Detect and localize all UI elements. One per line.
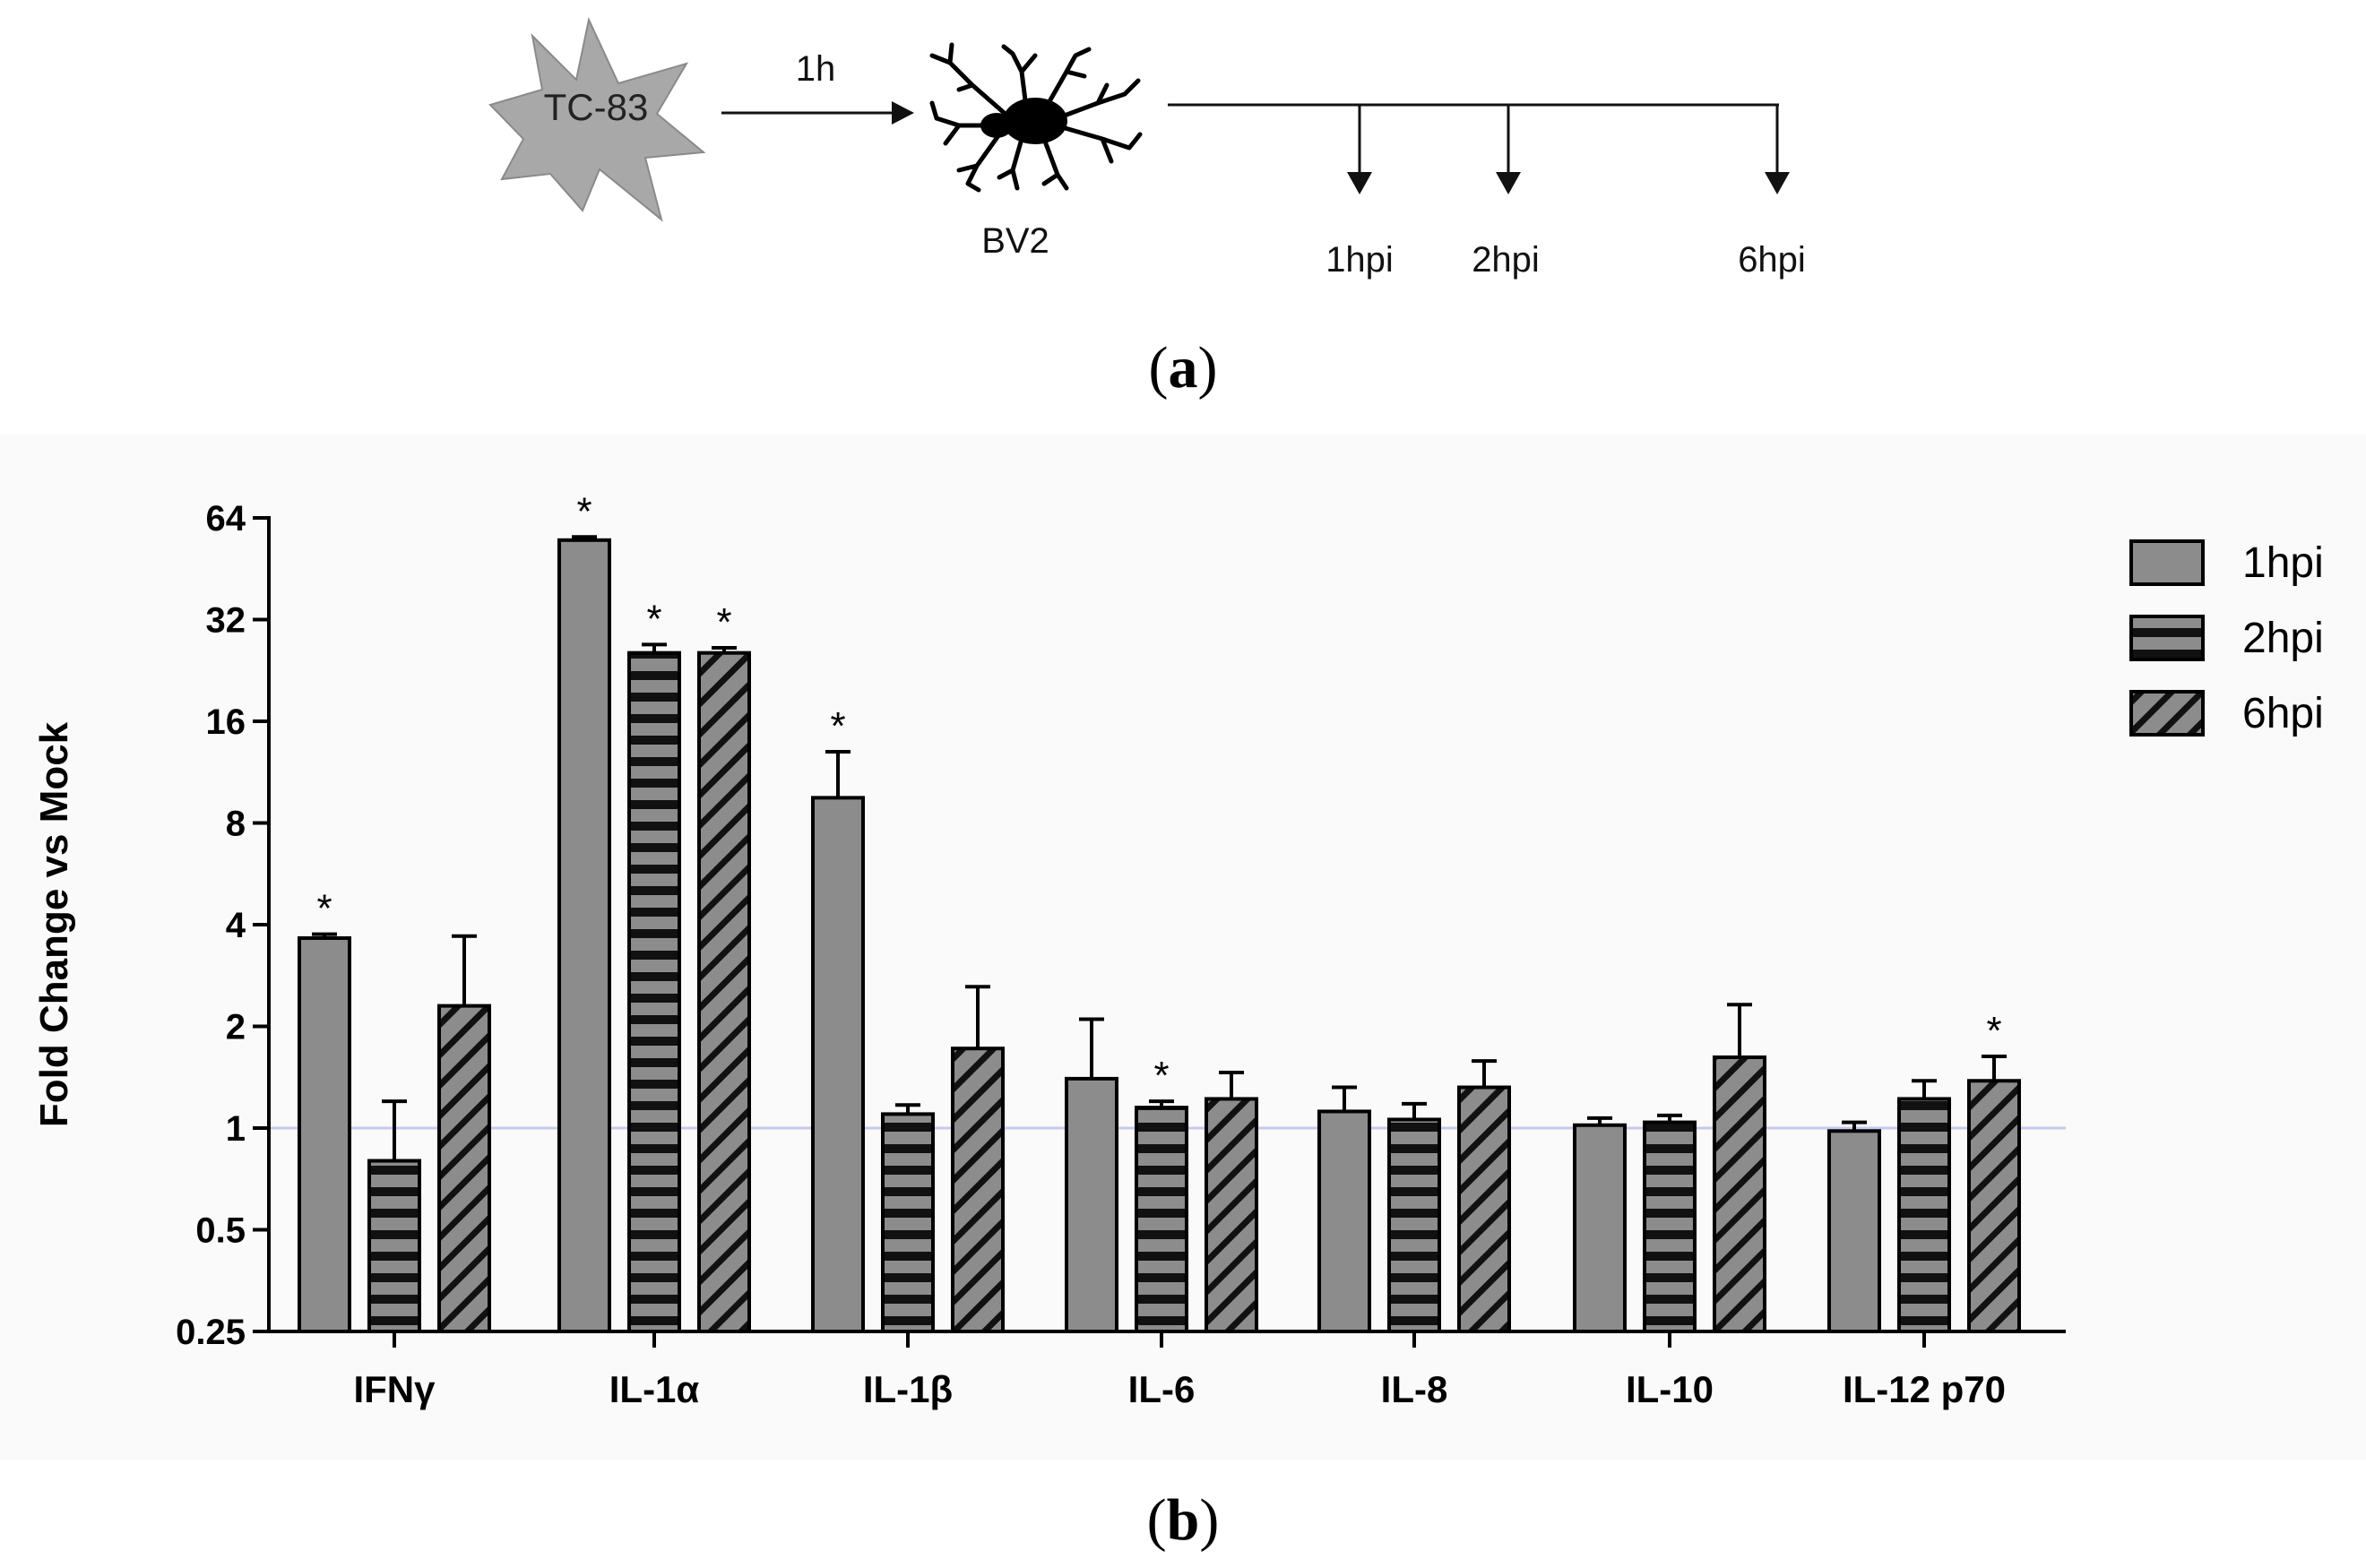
x-tick-label: IL-1α xyxy=(609,1368,700,1410)
significance-marker: * xyxy=(830,704,845,748)
significance-marker: * xyxy=(646,597,661,641)
panel-b-label: (b) xyxy=(1147,1487,1220,1553)
bar xyxy=(1643,1120,1697,1333)
virus-label: TC-83 xyxy=(544,86,649,128)
timepoint-arrowhead xyxy=(1347,172,1372,194)
bar xyxy=(1897,1097,1951,1333)
x-tick-label: IFNγ xyxy=(353,1368,436,1410)
bar xyxy=(951,1047,1005,1334)
x-tick-label: IL-6 xyxy=(1128,1368,1196,1410)
bar xyxy=(1317,1109,1371,1333)
panel-b-letter: b xyxy=(1167,1487,1200,1553)
bar xyxy=(627,650,681,1333)
significance-marker: * xyxy=(576,489,592,533)
timepoint-6hpi: 6hpi xyxy=(1738,105,1806,280)
panel-a-schematic: TC-83 1h BV2 1hpi 2hpi xyxy=(488,16,1806,401)
microglia-cell-icon xyxy=(929,42,1143,193)
timepoint-label: 2hpi xyxy=(1472,240,1540,280)
legend-swatch xyxy=(2129,690,2205,737)
panel-a-label: (a) xyxy=(1149,335,1218,401)
bar xyxy=(557,538,611,1333)
bar xyxy=(298,935,351,1334)
bar xyxy=(1827,1129,1881,1333)
y-tick-label: 4 xyxy=(226,906,246,945)
bar xyxy=(1387,1117,1441,1334)
x-tick-label: IL-1β xyxy=(863,1368,953,1410)
bar xyxy=(1205,1097,1258,1333)
y-tick-label: 8 xyxy=(226,805,246,844)
bar xyxy=(1573,1123,1627,1334)
bar xyxy=(1967,1079,2021,1333)
legend-swatch xyxy=(2129,539,2205,586)
incubation-label: 1h xyxy=(796,49,836,89)
y-tick-label: 0.25 xyxy=(176,1313,246,1352)
bar xyxy=(437,1004,491,1333)
bar xyxy=(1065,1076,1118,1333)
bar xyxy=(811,796,865,1333)
x-tick-label: IL-8 xyxy=(1381,1368,1448,1410)
y-tick-label: 1 xyxy=(226,1109,246,1149)
timepoint-arrowhead xyxy=(1496,172,1521,194)
timepoint-2hpi: 2hpi xyxy=(1472,105,1540,280)
y-tick-label: 0.5 xyxy=(195,1211,246,1251)
y-axis-label: Fold Change vs Mock xyxy=(32,721,76,1127)
bar xyxy=(881,1112,935,1333)
significance-marker: * xyxy=(316,887,332,931)
bar xyxy=(1713,1055,1766,1334)
x-tick-label: IL-10 xyxy=(1626,1368,1714,1410)
bar xyxy=(367,1159,421,1333)
bar-chart: 0.25 0.5 1 2 4 8 16 32 64 Fold Change vs Mock IFNγ… xyxy=(32,489,2324,1410)
timepoint-label: 6hpi xyxy=(1738,240,1806,280)
bar xyxy=(697,650,751,1333)
bar xyxy=(1457,1085,1511,1333)
significance-marker: * xyxy=(1986,1009,2001,1053)
y-tick-label: 2 xyxy=(226,1008,246,1047)
timepoint-1hpi: 1hpi xyxy=(1325,105,1394,280)
legend-label: 1hpi xyxy=(2242,539,2324,587)
incubation-arrowhead xyxy=(892,101,914,125)
virus-burst-icon xyxy=(488,16,706,222)
legend-swatch xyxy=(2129,615,2205,661)
legend-label: 2hpi xyxy=(2242,615,2324,662)
timepoint-label: 1hpi xyxy=(1325,240,1394,280)
bar xyxy=(1135,1106,1188,1333)
cell-label: BV2 xyxy=(981,221,1049,261)
timepoint-arrowhead xyxy=(1765,172,1790,194)
significance-marker: * xyxy=(1153,1054,1169,1098)
y-tick-label: 32 xyxy=(206,601,246,641)
panel-a-letter: a xyxy=(1169,335,1198,401)
y-tick-label: 64 xyxy=(206,499,246,538)
legend-label: 6hpi xyxy=(2242,690,2324,737)
significance-marker: * xyxy=(716,600,731,644)
y-tick-label: 16 xyxy=(206,702,246,742)
x-tick-label: IL-12 p70 xyxy=(1843,1368,2006,1410)
